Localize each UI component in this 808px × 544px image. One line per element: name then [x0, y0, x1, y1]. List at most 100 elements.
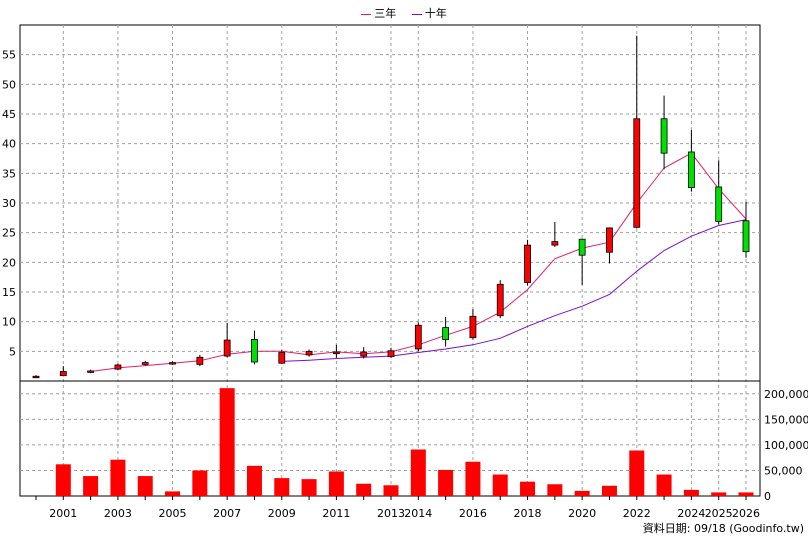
candle-body	[59, 371, 67, 377]
price-tick-label: 50	[2, 78, 16, 91]
volume-bar	[383, 485, 399, 496]
candle-body	[141, 362, 149, 365]
candle-body	[223, 339, 231, 357]
volume-bar	[656, 474, 672, 496]
year-tick-label: 2018	[514, 507, 542, 520]
price-layer	[32, 35, 750, 379]
price-tick-label: 45	[2, 108, 16, 121]
volume-bar	[110, 459, 126, 496]
year-tick-label: 2007	[213, 507, 241, 520]
volume-bar	[274, 478, 290, 496]
year-tick-label: 2020	[568, 507, 596, 520]
volume-bar	[438, 469, 454, 496]
candle-body	[278, 352, 286, 364]
candle-body	[551, 241, 559, 246]
axis-layer: 510152025303540455055050,000100,000150,0…	[2, 49, 808, 520]
volume-bar	[301, 479, 317, 496]
volume-tick-label: 200,000	[764, 388, 808, 401]
price-tick-label: 35	[2, 167, 16, 180]
price-tick-label: 20	[2, 256, 16, 269]
year-tick-label: 2003	[104, 507, 132, 520]
volume-bar	[83, 476, 99, 496]
volume-tick-label: 50,000	[764, 464, 803, 477]
year-tick-label: 2011	[322, 507, 350, 520]
volume-bar	[192, 470, 208, 496]
volume-bar	[328, 471, 344, 496]
volume-bar	[410, 449, 426, 496]
volume-bar	[465, 461, 481, 496]
plot-frame	[19, 24, 761, 497]
year-tick-label: 2013	[377, 507, 405, 520]
year-tick-label: 2005	[159, 507, 187, 520]
candle-body	[715, 186, 723, 222]
year-tick-label: 2016	[459, 507, 487, 520]
candle-body	[387, 350, 395, 358]
legend-label-ma10: 十年	[424, 7, 447, 20]
ma10-line	[281, 219, 747, 362]
chart-legend: 三年 十年	[0, 5, 808, 21]
candle-body	[496, 283, 504, 317]
candle-body	[660, 118, 668, 154]
legend-swatch-ma3	[361, 13, 372, 15]
legend-item-ma3[interactable]: 三年	[361, 5, 396, 21]
price-tick-label: 5	[9, 345, 16, 358]
volume-bar	[629, 450, 645, 496]
volume-bar	[711, 492, 727, 496]
candle-body	[578, 238, 586, 256]
year-tick-label: 2022	[623, 507, 651, 520]
volume-bar	[520, 481, 536, 496]
price-tick-label: 40	[2, 138, 16, 151]
candle-body	[32, 375, 40, 379]
volume-bar	[683, 489, 699, 496]
volume-bar	[574, 490, 590, 496]
price-tick-label: 55	[2, 49, 16, 62]
candle-body	[196, 356, 204, 365]
volume-bar	[165, 491, 181, 496]
candle-body	[742, 220, 750, 253]
candle-body	[87, 370, 95, 373]
candle-body	[687, 151, 695, 188]
volume-tick-label: 0	[764, 490, 771, 503]
volume-bar	[55, 464, 71, 496]
year-tick-label: 2009	[268, 507, 296, 520]
candle-body	[360, 351, 368, 357]
volume-bar	[246, 465, 262, 496]
grid-layer	[19, 24, 761, 497]
price-tick-label: 10	[2, 316, 16, 329]
data-date-credit: 資料日期: 09/18 (Goodinfo.tw)	[642, 522, 804, 535]
volume-bar	[738, 492, 754, 496]
candle-body	[332, 351, 340, 355]
volume-bar	[601, 485, 617, 496]
price-tick-label: 25	[2, 227, 16, 240]
volume-tick-label: 150,000	[764, 413, 808, 426]
legend-swatch-ma10	[411, 13, 422, 15]
candle-body	[442, 327, 450, 340]
candle-body	[606, 227, 613, 253]
candle-body	[114, 364, 122, 370]
price-tick-label: 30	[2, 197, 16, 210]
year-tick-label: 2025	[705, 507, 733, 520]
candle-body	[251, 339, 258, 363]
volume-bar	[356, 483, 372, 496]
candle-body	[305, 350, 313, 356]
candle-body	[169, 362, 176, 365]
candle-body	[633, 118, 641, 228]
price-tick-label: 15	[2, 286, 16, 299]
volume-bar	[547, 484, 563, 496]
volume-layer	[55, 388, 754, 496]
volume-bar	[219, 388, 235, 496]
year-tick-label: 2024	[677, 507, 705, 520]
volume-bar	[492, 474, 508, 496]
legend-label-ma3: 三年	[374, 7, 397, 20]
candle-body	[469, 315, 477, 339]
candle-body	[524, 244, 531, 283]
volume-tick-label: 100,000	[764, 439, 808, 452]
candle-body	[414, 324, 422, 350]
year-tick-label: 2001	[49, 507, 77, 520]
year-tick-label: 2026	[732, 507, 760, 520]
volume-bar	[137, 476, 153, 496]
legend-item-ma10[interactable]: 十年	[411, 5, 447, 21]
year-tick-label: 2014	[404, 507, 432, 520]
